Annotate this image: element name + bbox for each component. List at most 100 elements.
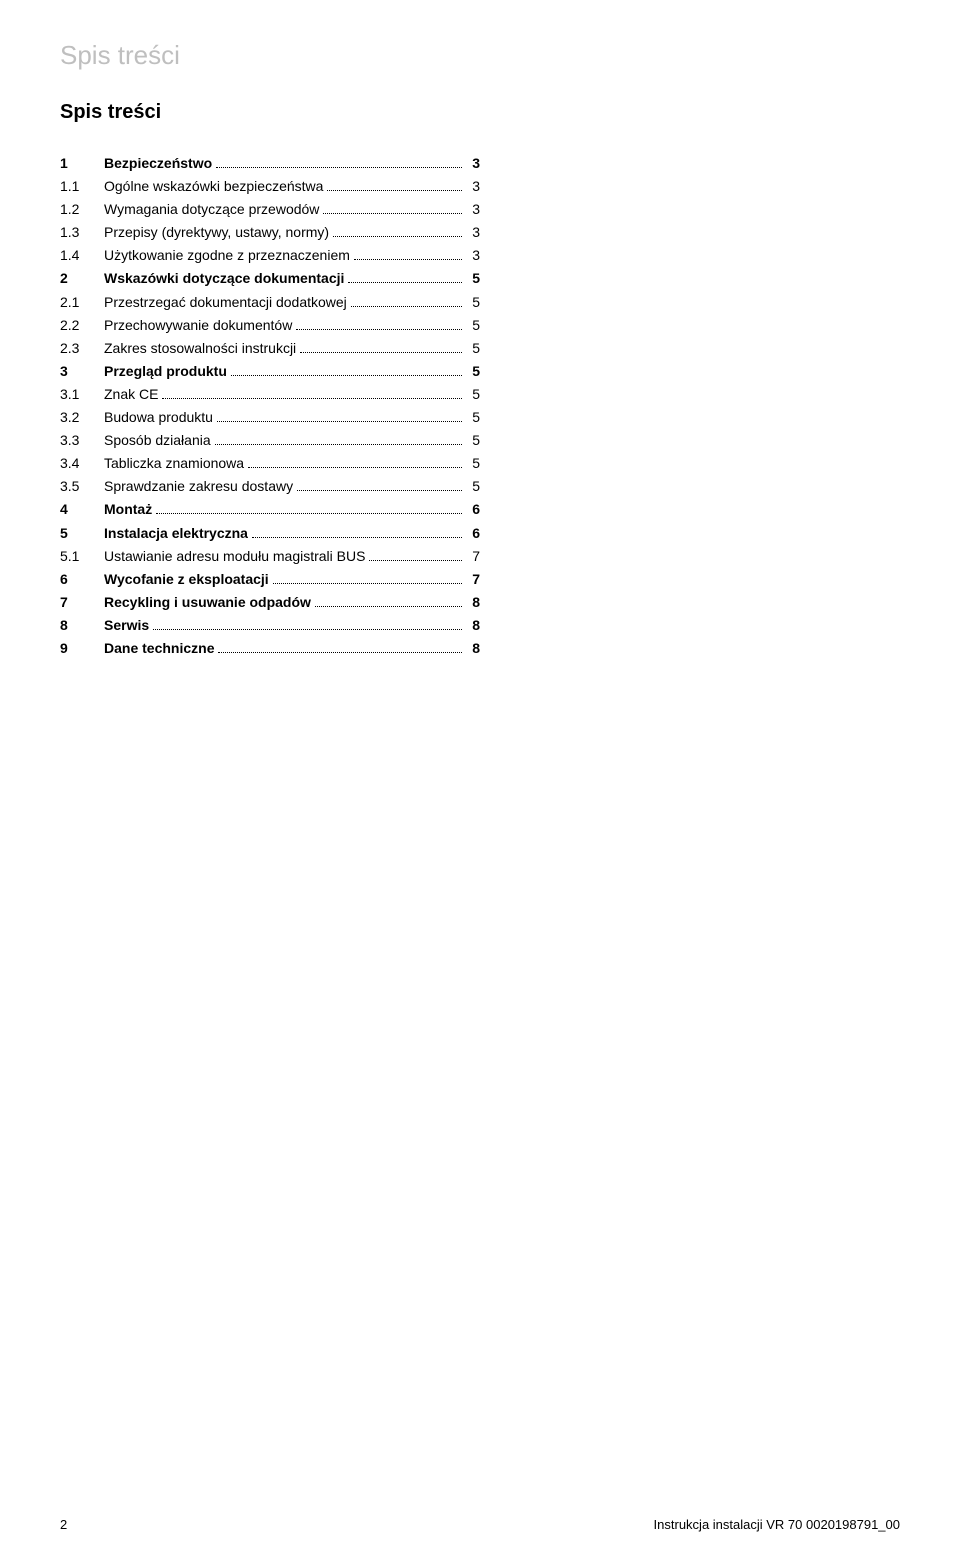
toc-entry-label: Serwis [104, 614, 149, 637]
toc-title: Spis treści [60, 101, 900, 124]
toc-entry-number: 6 [60, 568, 104, 591]
toc-entry-number: 3.4 [60, 452, 104, 475]
toc-row: 4Montaż6 [60, 498, 480, 521]
toc-entry-number: 4 [60, 498, 104, 521]
toc-leader-dots [369, 560, 462, 561]
toc-entry-label: Tabliczka znamionowa [104, 452, 244, 475]
toc-leader-dots [348, 282, 462, 283]
toc-leader-dots [333, 236, 462, 237]
toc-leader-dots [315, 606, 462, 607]
toc-entry-page: 8 [466, 637, 480, 660]
toc-entry-number: 2.1 [60, 291, 104, 314]
toc-entry-page: 3 [466, 221, 480, 244]
toc-leader-dots [296, 329, 462, 330]
toc-row: 3.4Tabliczka znamionowa 5 [60, 452, 480, 475]
toc-entry-number: 1.3 [60, 221, 104, 244]
toc-entry-page: 3 [466, 198, 480, 221]
toc-row: 8Serwis8 [60, 614, 480, 637]
toc-entry-number: 1.4 [60, 244, 104, 267]
toc-leader-dots [351, 306, 462, 307]
toc-leader-dots [218, 652, 462, 653]
toc-row: 6Wycofanie z eksploatacji7 [60, 568, 480, 591]
toc-entry-page: 5 [466, 452, 480, 475]
toc-row: 7Recykling i usuwanie odpadów8 [60, 591, 480, 614]
toc-entry-label: Przestrzegać dokumentacji dodatkowej [104, 291, 347, 314]
toc-entry-page: 5 [466, 291, 480, 314]
toc-leader-dots [217, 421, 462, 422]
toc-row: 1.2Wymagania dotyczące przewodów 3 [60, 198, 480, 221]
toc-leader-dots [354, 259, 462, 260]
toc-entry-page: 3 [466, 244, 480, 267]
toc-entry-page: 3 [466, 175, 480, 198]
toc-row: 1.1Ogólne wskazówki bezpieczeństwa3 [60, 175, 480, 198]
toc-entry-page: 5 [466, 314, 480, 337]
toc-entry-label: Instalacja elektryczna [104, 522, 248, 545]
toc-entry-page: 3 [466, 152, 480, 175]
toc-entry-label: Recykling i usuwanie odpadów [104, 591, 311, 614]
toc-leader-dots [231, 375, 462, 376]
page-footer: 2 Instrukcja instalacji VR 70 0020198791… [60, 1517, 900, 1532]
toc-row: 1Bezpieczeństwo3 [60, 152, 480, 175]
toc-entry-number: 1.1 [60, 175, 104, 198]
toc-entry-page: 5 [466, 337, 480, 360]
toc-leader-dots [215, 444, 462, 445]
toc-entry-label: Przechowywanie dokumentów [104, 314, 292, 337]
toc-entry-number: 9 [60, 637, 104, 660]
toc-entry-label: Wskazówki dotyczące dokumentacji [104, 267, 344, 290]
toc-entry-number: 2.3 [60, 337, 104, 360]
toc-entry-number: 3.2 [60, 406, 104, 429]
toc-entry-number: 1 [60, 152, 104, 175]
toc-entry-number: 3.1 [60, 383, 104, 406]
toc-entry-label: Sposób działania [104, 429, 211, 452]
page-header-title: Spis treści [60, 40, 900, 71]
toc-entry-page: 8 [466, 591, 480, 614]
page-number: 2 [60, 1517, 67, 1532]
toc-entry-number: 3 [60, 360, 104, 383]
toc-entry-number: 2 [60, 267, 104, 290]
toc-leader-dots [300, 352, 462, 353]
toc-entry-number: 2.2 [60, 314, 104, 337]
toc-leader-dots [273, 583, 462, 584]
toc-entry-label: Przegląd produktu [104, 360, 227, 383]
toc-leader-dots [162, 398, 462, 399]
toc-entry-number: 8 [60, 614, 104, 637]
toc-leader-dots [153, 629, 462, 630]
toc-leader-dots [156, 513, 462, 514]
footer-doc-id: Instrukcja instalacji VR 70 0020198791_0… [654, 1517, 900, 1532]
toc-leader-dots [216, 167, 462, 168]
toc-entry-label: Wymagania dotyczące przewodów [104, 198, 319, 221]
toc-entry-page: 5 [466, 475, 480, 498]
toc-row: 5Instalacja elektryczna6 [60, 522, 480, 545]
toc-leader-dots [297, 490, 462, 491]
toc-entry-label: Dane techniczne [104, 637, 214, 660]
toc-entry-page: 7 [466, 568, 480, 591]
toc-leader-dots [252, 537, 462, 538]
toc-row: 3.3Sposób działania5 [60, 429, 480, 452]
table-of-contents: 1Bezpieczeństwo31.1Ogólne wskazówki bezp… [60, 152, 480, 660]
toc-entry-page: 5 [466, 383, 480, 406]
toc-entry-page: 5 [466, 429, 480, 452]
toc-entry-page: 5 [466, 267, 480, 290]
toc-entry-label: Budowa produktu [104, 406, 213, 429]
toc-row: 5.1Ustawianie adresu modułu magistrali B… [60, 545, 480, 568]
toc-row: 3.1Znak CE5 [60, 383, 480, 406]
toc-entry-label: Użytkowanie zgodne z przeznaczeniem [104, 244, 350, 267]
toc-row: 3Przegląd produktu5 [60, 360, 480, 383]
toc-row: 2Wskazówki dotyczące dokumentacji 5 [60, 267, 480, 290]
toc-row: 3.2Budowa produktu 5 [60, 406, 480, 429]
toc-row: 3.5Sprawdzanie zakresu dostawy5 [60, 475, 480, 498]
toc-entry-number: 1.2 [60, 198, 104, 221]
toc-leader-dots [248, 467, 462, 468]
toc-row: 2.3Zakres stosowalności instrukcji 5 [60, 337, 480, 360]
toc-row: 1.4Użytkowanie zgodne z przeznaczeniem 3 [60, 244, 480, 267]
toc-entry-page: 8 [466, 614, 480, 637]
toc-leader-dots [327, 190, 462, 191]
toc-row: 9Dane techniczne 8 [60, 637, 480, 660]
toc-entry-page: 6 [466, 522, 480, 545]
toc-entry-page: 5 [466, 406, 480, 429]
toc-entry-label: Przepisy (dyrektywy, ustawy, normy) [104, 221, 329, 244]
toc-row: 1.3Przepisy (dyrektywy, ustawy, normy) 3 [60, 221, 480, 244]
toc-row: 2.1Przestrzegać dokumentacji dodatkowej 5 [60, 291, 480, 314]
toc-entry-label: Zakres stosowalności instrukcji [104, 337, 296, 360]
toc-entry-page: 6 [466, 498, 480, 521]
